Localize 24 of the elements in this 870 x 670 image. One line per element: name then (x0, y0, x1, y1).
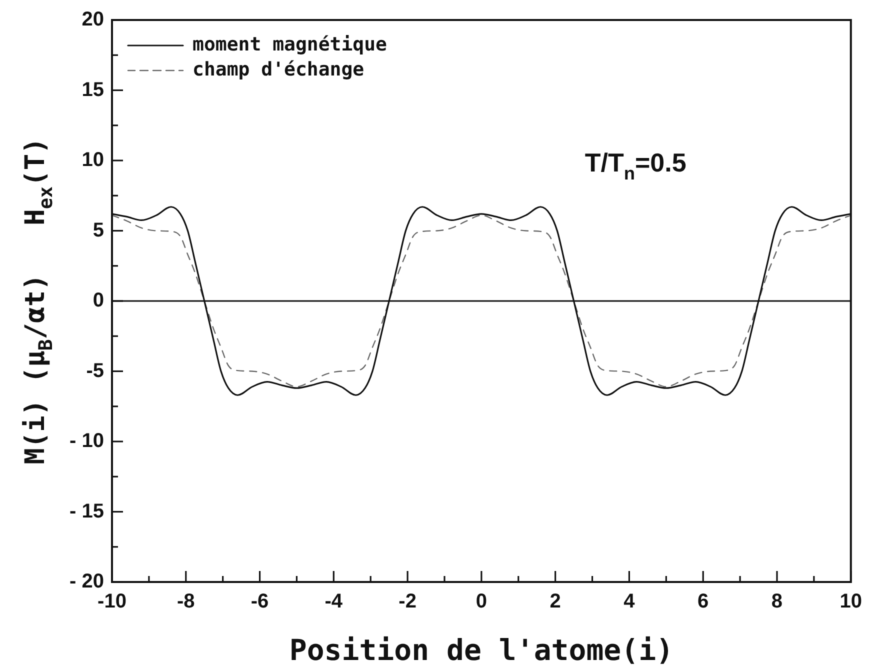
x-tick-label: 0 (476, 590, 487, 613)
x-tick-label: 2 (550, 590, 561, 613)
x-tick-label: -4 (324, 590, 344, 613)
legend-label: champ d'échange (192, 58, 364, 80)
y-tick-label: 15 (82, 78, 104, 101)
y-tick-label: 10 (82, 149, 104, 172)
x-tick-label: -8 (176, 590, 195, 613)
y-tick-label: 0 (92, 290, 104, 312)
y-tick-label: -5 (86, 360, 104, 382)
x-tick-label: -6 (250, 590, 269, 613)
legend-label: moment magnétique (192, 33, 387, 56)
x-tick-label: 10 (840, 590, 862, 613)
x-tick-label: -2 (398, 590, 416, 613)
y-tick-label: - 20 (70, 570, 104, 593)
x-tick-label: 4 (624, 590, 636, 613)
x-tick-label: -10 (98, 590, 126, 613)
y-axis-title: M(i) (μB/αt) Hex(T) (20, 138, 58, 464)
x-tick-label: 6 (698, 590, 709, 613)
y-tick-label: 5 (92, 219, 104, 242)
y-tick-label: - 10 (70, 430, 104, 452)
x-axis-title: Position de l'atome(i) (289, 633, 674, 667)
x-tick-label: 8 (771, 590, 783, 613)
y-tick-label: - 15 (70, 500, 104, 522)
y-tick-label: 20 (82, 8, 104, 31)
